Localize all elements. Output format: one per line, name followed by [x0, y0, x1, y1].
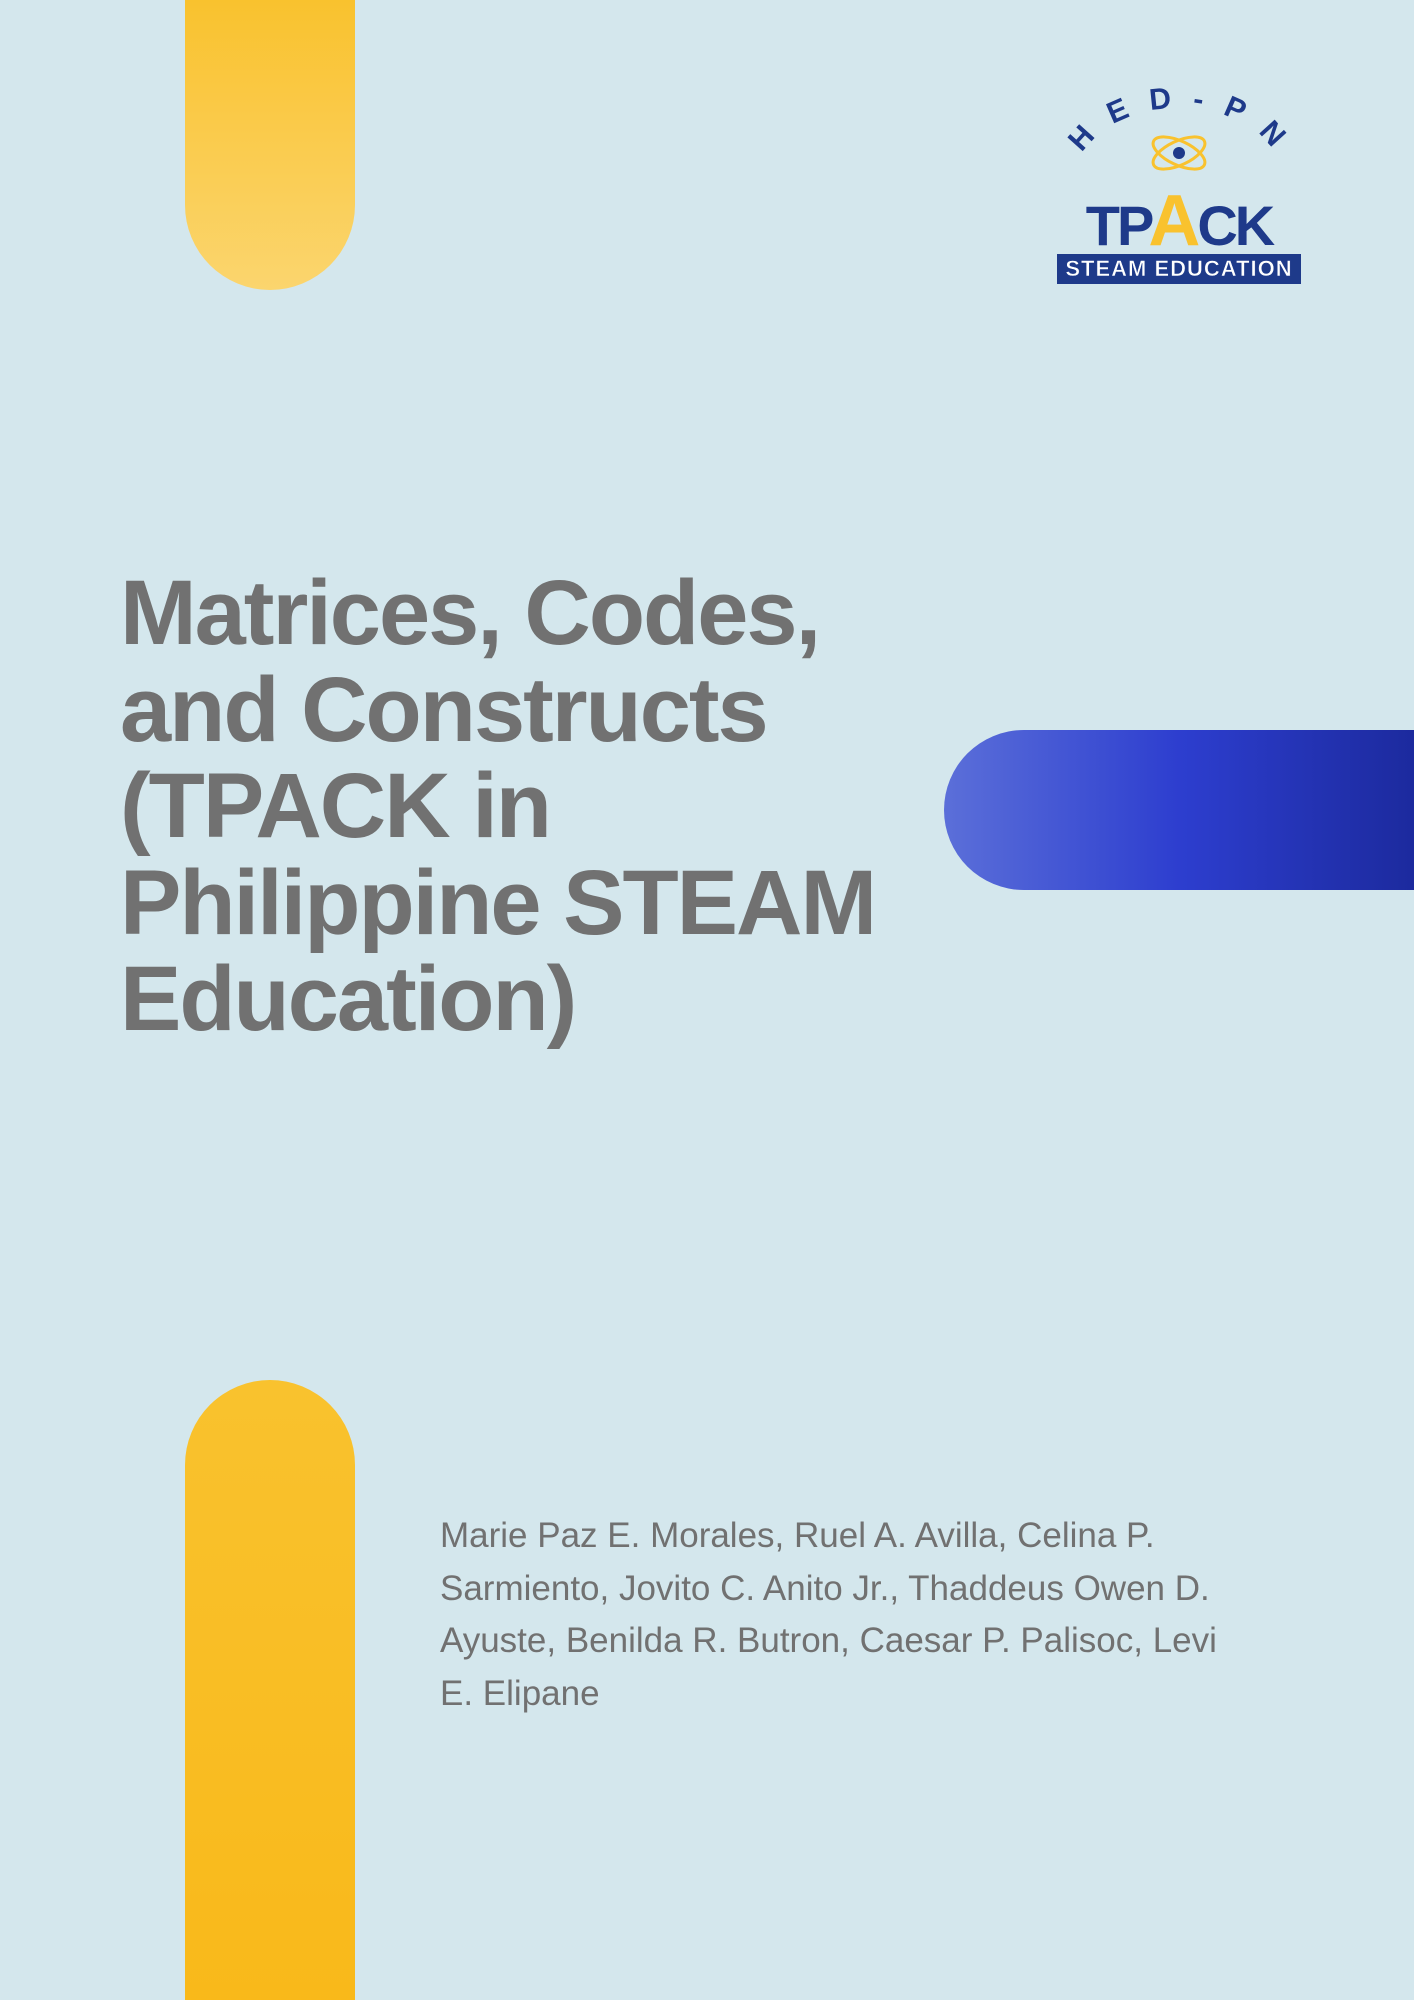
logo-tpack-text: TP A CK — [1054, 180, 1304, 262]
logo-a: A — [1148, 180, 1200, 262]
bottom-yellow-decoration — [185, 1380, 355, 2000]
page-title: Matrices, Codes, and Constructs (TPACK i… — [120, 565, 940, 1048]
top-yellow-decoration — [185, 0, 355, 290]
logo-tp: TP — [1086, 193, 1152, 258]
blue-decoration — [944, 730, 1414, 890]
authors-list: Marie Paz E. Morales, Ruel A. Avilla, Ce… — [440, 1510, 1220, 1720]
logo-arc-svg: C H E D - P N U — [1054, 85, 1304, 175]
tpack-logo: C H E D - P N U TP A CK STEAM EDUCATION — [1054, 85, 1304, 284]
logo-subtitle: STEAM EDUCATION — [1057, 254, 1300, 284]
logo-ck: CK — [1197, 193, 1272, 258]
